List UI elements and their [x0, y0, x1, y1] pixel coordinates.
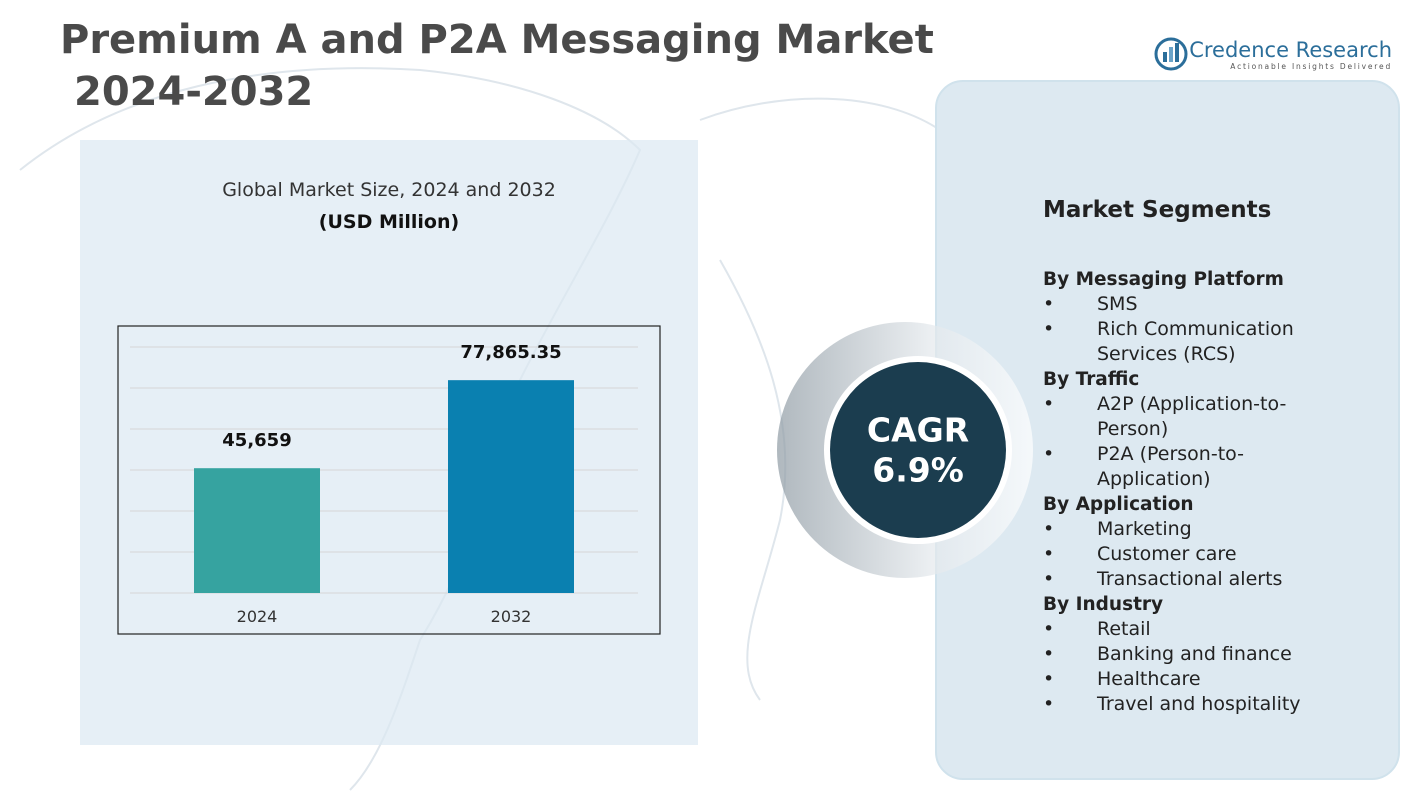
title-line: Premium A and P2A Messaging Market	[60, 17, 934, 63]
chart-subtitle: (USD Million)	[319, 211, 459, 233]
x-tick-label: 2024	[237, 607, 278, 626]
segment-list: RetailBanking and financeHealthcareTrave…	[1043, 617, 1393, 717]
segment-item: Transactional alerts	[1043, 567, 1393, 592]
segment-item: Retail	[1043, 617, 1393, 642]
chart-panel	[80, 140, 698, 745]
segment-item: Rich Communication Services (RCS)	[1043, 317, 1337, 367]
x-tick-label: 2032	[491, 607, 532, 626]
segment-heading: By Traffic	[1043, 369, 1140, 390]
brand-tagline: Actionable Insights Delivered	[1230, 61, 1392, 71]
bar	[194, 468, 320, 593]
segment-heading: By Application	[1043, 494, 1194, 515]
segment-item: A2P (Application-to-Person)	[1043, 392, 1337, 442]
segment-heading: By Messaging Platform	[1043, 269, 1284, 290]
segments: Market Segments By Messaging PlatformSMS…	[1043, 197, 1393, 718]
segment-list: MarketingCustomer careTransactional aler…	[1043, 517, 1393, 592]
segment-item: Healthcare	[1043, 667, 1393, 692]
plot-frame	[117, 325, 661, 635]
cagr-badge	[830, 362, 1006, 538]
title: Premium A and P2A Messaging Market 2024-…	[60, 14, 934, 118]
segments-title: Market Segments	[1043, 197, 1272, 223]
bar	[448, 380, 574, 593]
segment-item: Marketing	[1043, 517, 1393, 542]
segment-list: SMSRich Communication Services (RCS)	[1043, 292, 1393, 367]
segment-heading: By Industry	[1043, 594, 1164, 615]
segment-item: Banking and finance	[1043, 642, 1393, 667]
value-label: 45,659	[222, 430, 291, 451]
segment-item: Customer care	[1043, 542, 1393, 567]
segment-item: Travel and hospitality	[1043, 692, 1393, 717]
cagr-value: 6.9%	[872, 451, 964, 490]
brand-logo	[1154, 37, 1188, 71]
segment-item: P2A (Person-to-Application)	[1043, 442, 1337, 492]
chart-title: Global Market Size, 2024 and 2032	[222, 179, 556, 201]
cagr-label: CAGR	[867, 411, 969, 450]
brand-name: Credence Research	[1189, 37, 1392, 62]
segment-list: A2P (Application-to-Person)P2A (Person-t…	[1043, 392, 1393, 492]
value-label: 77,865.35	[460, 342, 561, 363]
title-line: 2024-2032	[74, 69, 314, 115]
brand: Credence Research Actionable Insights De…	[1153, 36, 1392, 72]
segment-item: SMS	[1043, 292, 1393, 317]
